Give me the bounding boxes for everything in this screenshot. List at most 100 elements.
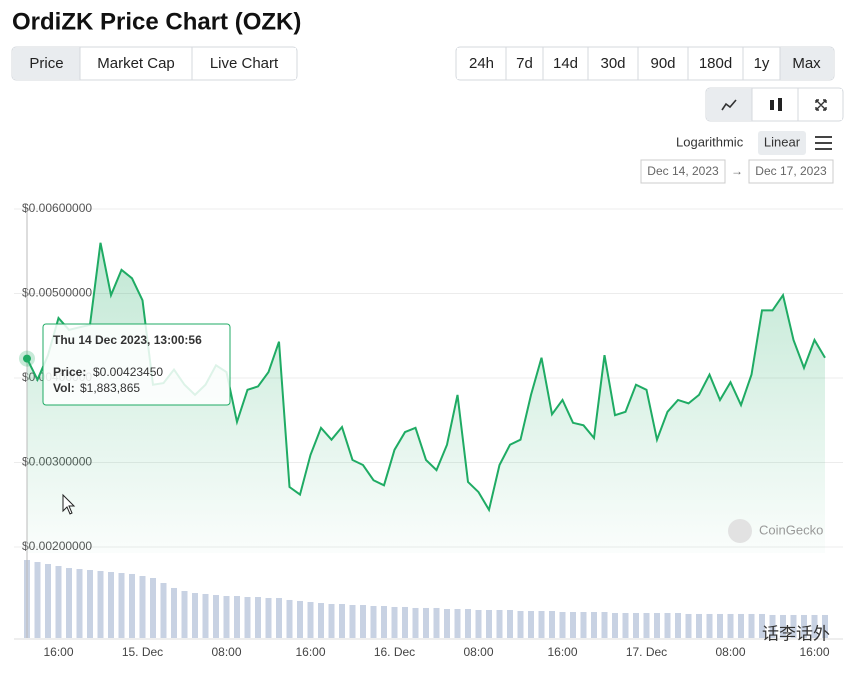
volume-bar — [423, 607, 429, 638]
volume-bar — [675, 612, 681, 638]
volume-bar — [370, 605, 377, 638]
range-button[interactable] — [506, 48, 543, 79]
volume-bar — [444, 609, 450, 638]
range-group: 24h 7d 14d 30d 90d 180d 1y Max — [455, 46, 835, 81]
candle-button[interactable] — [753, 89, 798, 120]
tab-label: Price — [29, 55, 63, 72]
brand-watermark: CoinGecko — [759, 522, 823, 537]
tooltip-vol-label: Vol: — [53, 381, 75, 395]
fullscreen-icon — [815, 99, 827, 111]
x-tick-label: 16. Dec — [374, 645, 415, 659]
range-button[interactable] — [457, 48, 506, 79]
line-icon — [721, 99, 737, 111]
volume-bar — [433, 607, 440, 638]
volume-bar — [129, 573, 135, 638]
range-button[interactable] — [743, 48, 780, 79]
chart-type-buttons — [705, 87, 844, 122]
volume-bar — [717, 613, 723, 638]
range-label: 90d — [650, 55, 675, 72]
volume-bar — [696, 613, 702, 638]
tab[interactable] — [80, 48, 192, 79]
range-label: Max — [792, 55, 821, 72]
volume-bar — [192, 592, 198, 638]
volume-bar — [538, 611, 545, 638]
wechat-watermark: 话李话外 — [762, 624, 830, 643]
date-input[interactable] — [640, 159, 726, 184]
range-button[interactable] — [638, 48, 688, 79]
volume-bar — [727, 613, 734, 638]
range-label: 1y — [754, 55, 770, 72]
volume-bar — [297, 600, 303, 638]
hover-point — [23, 354, 31, 363]
volume-bar — [738, 613, 744, 638]
volume-bar — [108, 572, 114, 638]
range-button[interactable] — [543, 48, 588, 79]
volume-bar — [213, 595, 219, 638]
volume-bar — [87, 570, 93, 638]
brand-logo — [728, 519, 752, 543]
volume-bar — [349, 605, 356, 638]
volume-bar — [822, 614, 828, 638]
volume-bar — [171, 587, 177, 638]
range-button[interactable] — [588, 48, 638, 79]
tab[interactable] — [192, 48, 296, 79]
volume-bar — [234, 596, 240, 638]
volume-bar — [622, 612, 629, 638]
linear-option[interactable]: Linear — [764, 134, 801, 149]
candle-icon — [778, 98, 782, 111]
volume-bar — [97, 571, 104, 638]
tooltip-vol: $1,883,865 — [80, 381, 140, 395]
tab-group: Price Market Cap Live Chart — [11, 46, 298, 81]
volume-bar — [402, 606, 408, 638]
date-separator: → — [731, 164, 743, 178]
range-label: 7d — [516, 55, 533, 72]
y-tick-label: $0.00500000 — [22, 286, 92, 300]
volume-bar — [780, 614, 786, 638]
volume-bar — [286, 599, 293, 638]
tab-label: Market Cap — [97, 55, 175, 72]
range-button[interactable] — [780, 48, 833, 79]
volume-bar — [559, 611, 566, 638]
menu-icon[interactable] — [815, 136, 832, 150]
volume-bar — [664, 612, 671, 638]
title: OrdiZK Price Chart (OZK) — [12, 8, 301, 35]
volume-bar — [601, 611, 608, 638]
tooltip: Thu 14 Dec 2023, 13:00:56 Price: $0.0042… — [42, 323, 231, 406]
range-label: 180d — [699, 55, 732, 72]
x-tick-label: 17. Dec — [626, 645, 667, 659]
tab-label: Live Chart — [210, 55, 279, 72]
cursor — [62, 493, 76, 515]
volume-bar — [202, 593, 209, 638]
volume-bar — [255, 597, 261, 638]
volume-bar — [475, 610, 482, 638]
volume-bar — [181, 591, 188, 638]
volume-bar — [811, 614, 818, 638]
volume-bar — [339, 604, 345, 638]
x-tick-label: 08:00 — [463, 645, 493, 659]
tooltip-price-label: Price: — [53, 365, 86, 379]
x-tick-label: 08:00 — [211, 645, 241, 659]
volume-bar — [507, 610, 513, 638]
range-label: 14d — [553, 55, 578, 72]
date-input[interactable] — [748, 159, 834, 184]
volume-bar — [790, 614, 797, 638]
volume-bar — [580, 611, 587, 638]
volume-bar — [328, 604, 335, 638]
tab[interactable] — [13, 48, 80, 79]
linear-button[interactable] — [758, 131, 806, 155]
line-button[interactable] — [707, 89, 752, 120]
tooltip-box — [42, 323, 231, 406]
volume-bar — [517, 611, 524, 638]
log-option[interactable]: Logarithmic — [676, 134, 744, 149]
volume-bar — [706, 613, 713, 638]
volume-bar — [318, 603, 324, 638]
volume-bar — [76, 569, 83, 638]
x-tick-label: 15. Dec — [122, 645, 163, 659]
date-to: Dec 17, 2023 — [755, 164, 827, 178]
volume-bar — [801, 614, 807, 638]
x-tick-label: 16:00 — [295, 645, 325, 659]
price-area — [27, 242, 825, 554]
volume-bar — [654, 612, 660, 638]
range-button[interactable] — [688, 48, 743, 79]
